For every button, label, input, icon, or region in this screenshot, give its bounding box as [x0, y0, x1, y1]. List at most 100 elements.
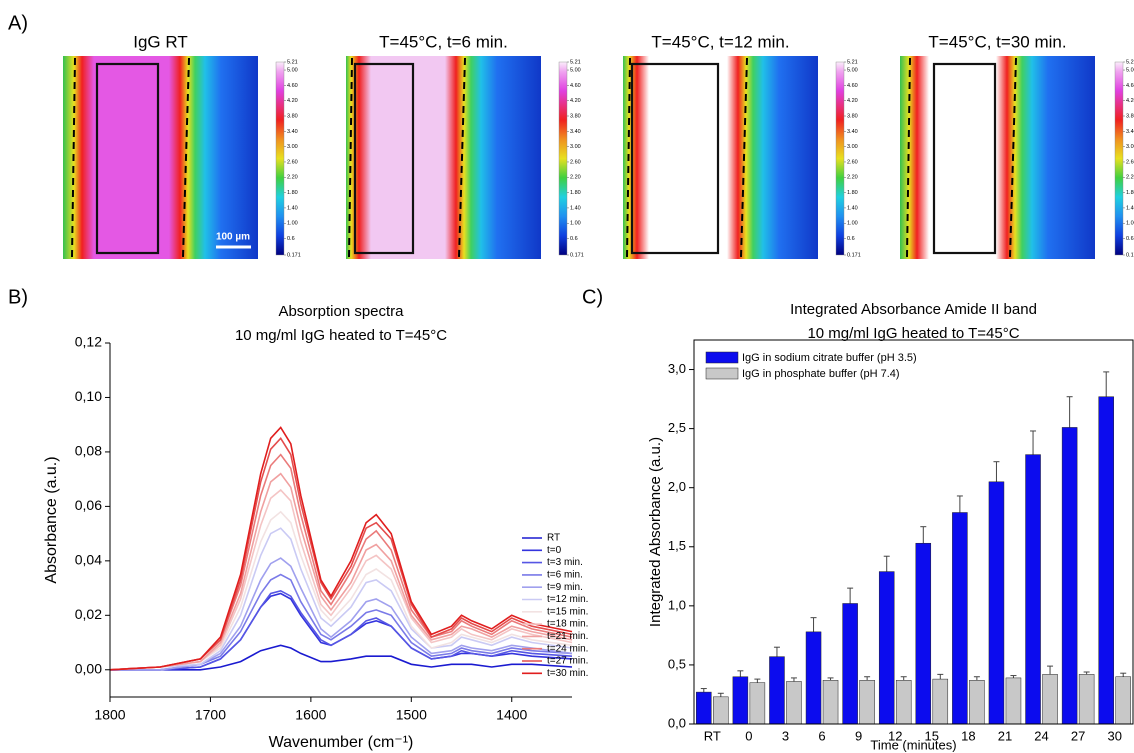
colorbar-tick-label: 5.21 [847, 59, 858, 65]
colorbar-tick-label: 0.171 [287, 252, 301, 258]
colorbar-tick-label: 4.20 [847, 98, 858, 104]
colorbar-tick-label: 2.60 [287, 159, 298, 165]
colorbar [275, 61, 285, 256]
colorbar-tick-label: 4.60 [287, 83, 298, 89]
edge-dashed-line [626, 57, 631, 258]
x-tick-label: 15 [925, 728, 939, 743]
legend-label: t=30 min. [547, 668, 588, 679]
legend-label: t=6 min. [547, 570, 583, 581]
y-tick-label: 0,5 [668, 656, 686, 671]
colorbar [558, 61, 568, 256]
colorbar-tick-label: 1.00 [287, 221, 298, 227]
colorbar-tick-label: 1.80 [570, 190, 581, 196]
bar [969, 680, 985, 725]
y-axis-label: Absorbance (a.u.) [43, 456, 60, 583]
panel-label: C) [582, 286, 603, 308]
bar [732, 676, 749, 725]
heatmap-title: T=45°C, t=6 min. [379, 32, 508, 51]
colorbar-tick-label: 0.171 [847, 252, 861, 258]
bar [878, 571, 895, 725]
y-tick-label: 0,04 [75, 552, 102, 568]
colorbar-tick-label: 3.80 [287, 113, 298, 119]
colorbar-tick-label: 5.00 [1126, 67, 1134, 73]
heatmap-title: T=45°C, t=30 min. [928, 32, 1066, 51]
colorbar-tick-label: 5.00 [287, 67, 298, 73]
colorbar-tick-label: 2.20 [847, 175, 858, 181]
spectrum-line [109, 426, 573, 671]
spectrum-line [110, 573, 573, 671]
colorbar-tick-label: 0.6 [287, 236, 295, 242]
spectrum-line [109, 510, 573, 671]
x-tick-label: 18 [961, 728, 975, 743]
x-tick-label: 1600 [295, 707, 326, 723]
x-tick-label: RT [704, 728, 721, 743]
legend-label: IgG in sodium citrate buffer (pH 3.5) [742, 352, 917, 364]
bar [769, 656, 785, 725]
legend-label: t=12 min. [547, 594, 588, 605]
bar [822, 680, 839, 725]
colorbar-tick-label: 5.21 [1126, 59, 1134, 65]
bar [1098, 396, 1114, 725]
colorbar-tick-label: 1.80 [287, 190, 298, 196]
heatmap-title: T=45°C, t=12 min. [651, 32, 789, 51]
colorbar-tick-label: 3.80 [570, 113, 581, 119]
colorbar-tick-label: 2.20 [1126, 175, 1134, 181]
colorbar-tick-label: 1.40 [287, 205, 298, 211]
spectrum-line [109, 453, 573, 671]
colorbar-tick-label: 4.20 [287, 98, 298, 104]
bar [1005, 677, 1022, 725]
colorbar-tick-label: 1.00 [1126, 221, 1134, 227]
y-tick-label: 0,08 [75, 443, 102, 459]
chart-title: Integrated Absorbance Amide II band [790, 301, 1037, 318]
colorbar-tick-label: 3.40 [1126, 129, 1134, 135]
colorbar-tick-label: 1.80 [1126, 190, 1134, 196]
edge-dashed-line [1009, 57, 1017, 258]
colorbar-tick-label: 5.21 [287, 59, 298, 65]
spectrum-line [110, 589, 573, 671]
colorbar-tick-label: 1.80 [847, 190, 858, 196]
y-tick-label: 0,02 [75, 606, 102, 622]
colorbar-tick-label: 4.20 [1126, 98, 1134, 104]
legend-label: t=27 min. [547, 656, 588, 667]
x-tick-label: 21 [998, 728, 1012, 743]
legend-label: IgG in phosphate buffer (pH 7.4) [742, 368, 900, 380]
bar [842, 603, 858, 725]
edge-dashed-line [182, 57, 190, 258]
x-tick-label: 27 [1071, 728, 1085, 743]
x-tick-label: 0 [745, 728, 752, 743]
y-tick-label: 2,0 [668, 479, 686, 494]
colorbar-tick-label: 3.00 [570, 144, 581, 150]
legend-label: t=0 [547, 545, 562, 556]
colorbar-tick-label: 5.00 [847, 67, 858, 73]
bar [915, 542, 932, 725]
colorbar-tick-label: 4.20 [570, 98, 581, 104]
edge-dashed-line [458, 57, 466, 258]
colorbar-tick-label: 0.6 [847, 236, 855, 242]
bar [932, 678, 949, 725]
legend-swatch [705, 351, 739, 364]
colorbar-tick-label: 3.40 [847, 129, 858, 135]
scale-bar-label: 100 µm [216, 232, 250, 243]
heatmap [63, 56, 258, 259]
colorbar-tick-label: 0.6 [1126, 236, 1134, 242]
bar [859, 680, 875, 725]
colorbar-tick-label: 3.40 [570, 129, 581, 135]
x-axis-label: Wavenumber (cm⁻¹) [269, 734, 414, 751]
x-tick-label: 1400 [496, 707, 527, 723]
legend-swatch [705, 367, 739, 380]
chart-title: Absorption spectra [278, 303, 404, 320]
legend-label: t=24 min. [547, 643, 588, 654]
chart-subtitle: 10 mg/ml IgG heated to T=45°C [235, 327, 447, 344]
colorbar-tick-label: 1.40 [1126, 205, 1134, 211]
bar [1115, 676, 1131, 725]
x-tick-label: 6 [818, 728, 825, 743]
y-tick-label: 3,0 [668, 361, 686, 376]
colorbar-tick-label: 3.40 [287, 129, 298, 135]
chart-subtitle: 10 mg/ml IgG heated to T=45°C [807, 325, 1019, 342]
colorbar-tick-label: 2.60 [570, 159, 581, 165]
y-tick-label: 1,5 [668, 538, 686, 553]
spectrum-line [110, 644, 573, 671]
colorbar [1114, 61, 1124, 256]
colorbar-tick-label: 2.20 [287, 175, 298, 181]
region-box [95, 62, 160, 255]
